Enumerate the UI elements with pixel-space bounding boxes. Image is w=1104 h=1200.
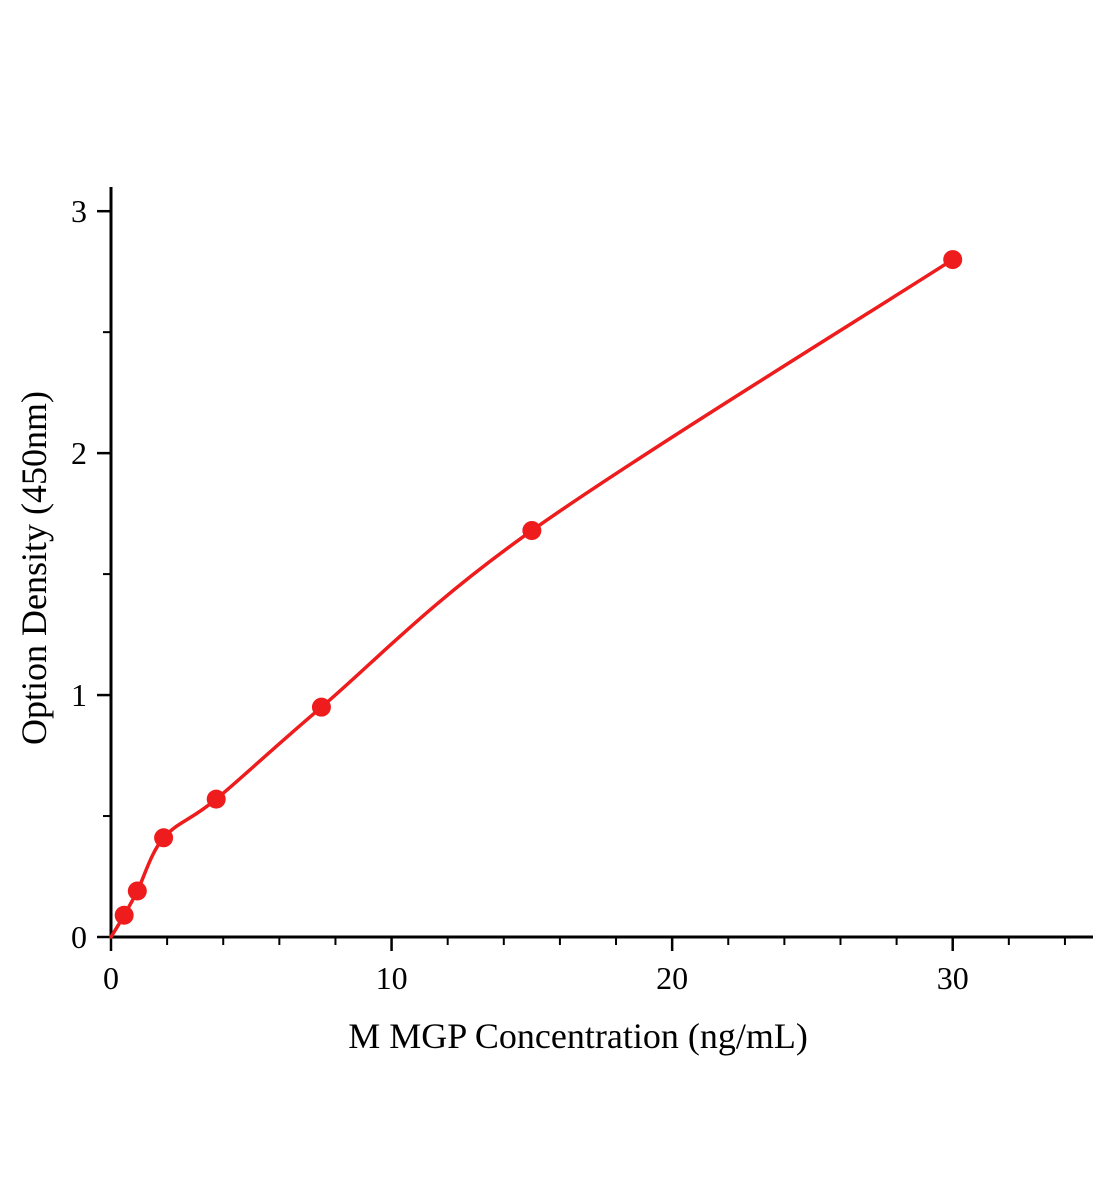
x-axis-title: M MGP Concentration (ng/mL) [348, 1016, 808, 1056]
y-tick-label: 0 [71, 919, 87, 955]
y-tick-label: 1 [71, 677, 87, 713]
x-tick-label: 0 [103, 960, 119, 996]
x-tick-label: 20 [656, 960, 688, 996]
data-point [154, 828, 174, 848]
fit-curve [109, 257, 955, 939]
y-axis-title: Option Density (450nm) [14, 391, 54, 745]
y-tick-label: 3 [71, 193, 87, 229]
data-point [114, 905, 134, 925]
y-tick-label: 2 [71, 435, 87, 471]
data-point [522, 521, 542, 541]
data-point [311, 697, 331, 717]
data-point [206, 789, 226, 809]
data-point [127, 881, 147, 901]
plot-area: 0 10 20 30 0 1 2 3 [71, 187, 1093, 996]
x-tick-label: 30 [937, 960, 969, 996]
data-point [943, 250, 963, 270]
x-tick-label: 10 [376, 960, 408, 996]
